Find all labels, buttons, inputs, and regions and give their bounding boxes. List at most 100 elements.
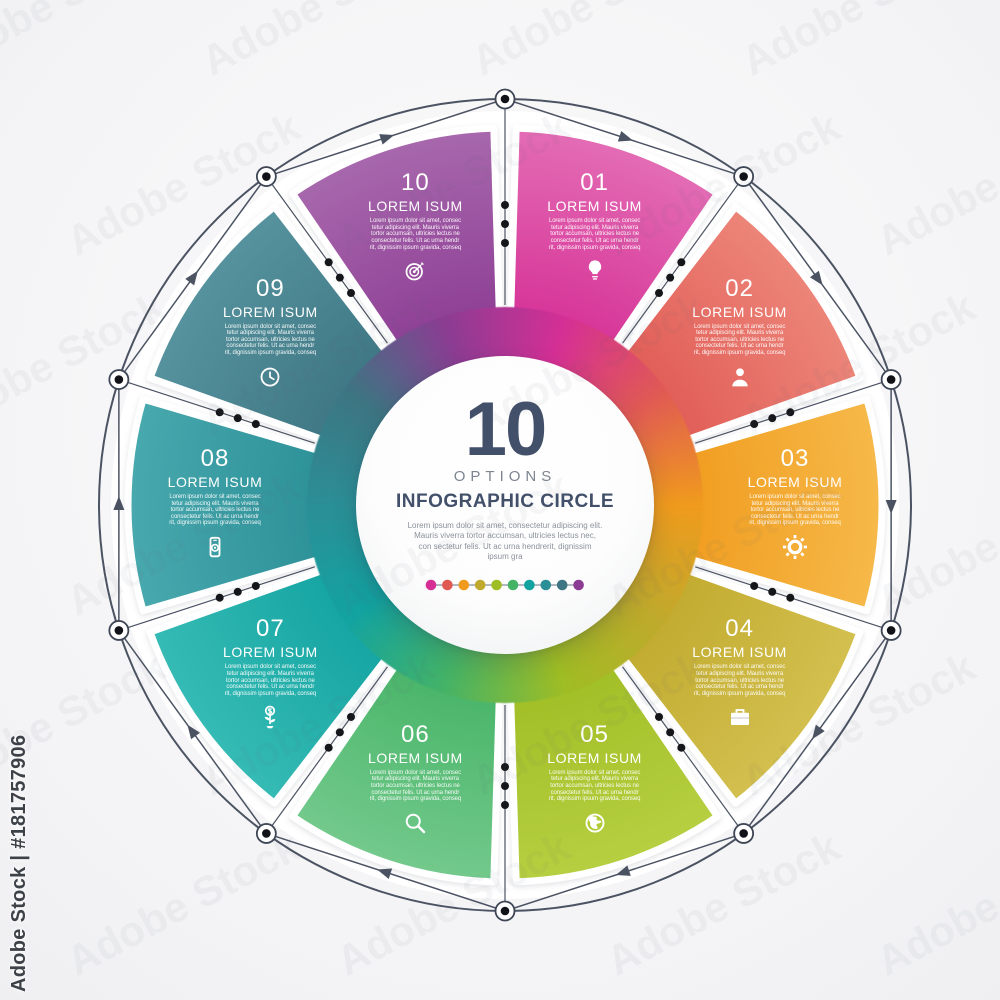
segment-04-label-block: 04 LOREM ISUM Lorem ipsum dolor sit amet, … bbox=[665, 616, 815, 734]
segment-04-text: Lorem ipsum dolor sit amet, consec tetur… bbox=[693, 664, 786, 697]
segment-04-title: LOREM ISUM bbox=[692, 644, 787, 661]
segment-06-number: 06 bbox=[401, 720, 430, 748]
briefcase-icon bbox=[730, 709, 749, 726]
flow-arrow-icon bbox=[617, 130, 633, 142]
flow-arrow-icon bbox=[113, 496, 125, 510]
segment-05-title: LOREM ISUM bbox=[547, 749, 642, 766]
segment-03-title: LOREM ISUM bbox=[747, 474, 843, 491]
boundary-node-dot bbox=[114, 375, 124, 384]
spoke-dot bbox=[750, 581, 759, 590]
segment-01-text: Lorem ipsum dolor sit amet, consec tetur… bbox=[548, 218, 641, 251]
spoke-dot bbox=[324, 743, 333, 752]
segment-10-number: 10 bbox=[401, 169, 430, 197]
segment-03-number: 03 bbox=[780, 445, 810, 473]
segment-08-text: Lorem ipsum dolor sit amet, consec tetur… bbox=[169, 494, 261, 527]
spoke-dot bbox=[654, 289, 663, 298]
spoke-dot bbox=[768, 587, 777, 596]
spoke-dot bbox=[215, 593, 224, 602]
segment-02-label-block: 02 LOREM ISUM Lorem ipsum dolor sit amet, … bbox=[665, 274, 815, 394]
spoke-dot bbox=[677, 743, 686, 752]
boundary-node-dot bbox=[114, 626, 124, 635]
center-number: 10 bbox=[464, 387, 548, 472]
magnifier-icon bbox=[406, 813, 426, 834]
spoke-dot bbox=[654, 712, 663, 721]
segment-01-label-block: 01 LOREM ISUM Lorem ipsum dolor sit amet, … bbox=[520, 170, 670, 288]
spoke-dot bbox=[335, 273, 344, 282]
segment-01-title: LOREM ISUM bbox=[547, 198, 642, 215]
target-icon bbox=[405, 262, 425, 281]
spoke-dot bbox=[501, 801, 509, 809]
clock-icon bbox=[260, 367, 280, 386]
boundary-node-dot bbox=[739, 172, 748, 181]
spoke-dot bbox=[251, 420, 260, 429]
legend-dot-01 bbox=[425, 579, 437, 590]
watermark-credit: Adobe Stock | #181757906 bbox=[8, 734, 30, 992]
boundary-node-dot bbox=[886, 626, 896, 635]
spoke-dot bbox=[501, 763, 509, 771]
segment-08-number: 08 bbox=[200, 445, 230, 473]
segment-05-text: Lorem ipsum dolor sit amet, consec tetur… bbox=[548, 769, 641, 803]
flow-arrow-icon bbox=[812, 724, 825, 740]
spoke-dot bbox=[786, 408, 795, 417]
flow-arrow-icon bbox=[187, 724, 201, 740]
legend-dot-07 bbox=[524, 579, 535, 590]
flow-arrow-icon bbox=[885, 500, 897, 514]
segment-09-label-block: 09 LOREM ISUM Lorem ipsum dolor sit amet, … bbox=[195, 274, 345, 394]
flow-arrow-icon bbox=[377, 868, 393, 880]
legend-dot-03 bbox=[458, 579, 470, 590]
center-description: Lorem ipsum dolor sit amet, consectetur … bbox=[407, 521, 603, 562]
spoke-dot bbox=[324, 258, 333, 267]
boundary-node-dot bbox=[262, 172, 271, 181]
spoke-dot bbox=[501, 201, 509, 209]
segment-10-text: Lorem ipsum dolor sit amet, consec tetur… bbox=[369, 218, 462, 251]
segment-06-text: Lorem ipsum dolor sit amet, consec tetur… bbox=[369, 769, 462, 803]
segment-09-title: LOREM ISUM bbox=[223, 303, 318, 320]
flow-arrow-icon bbox=[185, 270, 198, 286]
spoke-dot bbox=[335, 728, 344, 737]
segment-03-label-block: 03 LOREM ISUM Lorem ipsum dolor sit amet, … bbox=[720, 446, 870, 564]
legend-dot-08 bbox=[540, 579, 552, 590]
spoke-dot bbox=[768, 414, 777, 423]
boundary-node-dot bbox=[262, 829, 271, 838]
spoke-dot bbox=[501, 239, 509, 247]
center-subtitle: OPTIONS bbox=[453, 468, 557, 485]
segment-05-number: 05 bbox=[580, 720, 609, 748]
legend-dot-04 bbox=[474, 579, 486, 590]
spoke-dot bbox=[750, 420, 759, 429]
boundary-node-dot bbox=[886, 375, 896, 384]
legend-dot-06 bbox=[507, 579, 519, 590]
spoke-dot bbox=[666, 273, 675, 282]
spoke-dot bbox=[666, 728, 675, 737]
segment-08-title: LOREM ISUM bbox=[167, 474, 263, 491]
boundary-node-dot bbox=[739, 829, 748, 838]
spoke-dot bbox=[215, 408, 224, 417]
segment-09-number: 09 bbox=[256, 274, 285, 302]
spoke-dot bbox=[501, 220, 509, 228]
smartphone-icon bbox=[209, 536, 221, 558]
legend-dot-09 bbox=[556, 579, 568, 590]
spoke-dot bbox=[501, 782, 509, 790]
lightbulb-icon bbox=[588, 260, 601, 280]
segment-10-title: LOREM ISUM bbox=[368, 198, 463, 215]
money-plant-icon bbox=[265, 706, 276, 729]
segment-10-label-block: 10 LOREM ISUM Lorem ipsum dolor sit amet, … bbox=[340, 170, 490, 288]
segment-07-title: LOREM ISUM bbox=[223, 644, 318, 661]
center-title: INFOGRAPHIC CIRCLE bbox=[396, 491, 614, 512]
segment-07-number: 07 bbox=[256, 615, 285, 643]
flow-arrow-icon bbox=[809, 270, 823, 286]
segment-02-text: Lorem ipsum dolor sit amet, consec tetur… bbox=[693, 323, 786, 356]
segment-03-text: Lorem ipsum dolor sit amet, consec tetur… bbox=[749, 494, 841, 527]
boundary-node-dot bbox=[500, 906, 510, 916]
spoke-dot bbox=[233, 414, 242, 423]
globe-icon bbox=[585, 813, 605, 833]
segment-07-label-block: 07 LOREM ISUM Lorem ipsum dolor sit amet, … bbox=[195, 616, 345, 734]
person-icon bbox=[731, 367, 748, 386]
color-dots-legend bbox=[425, 579, 584, 590]
boundary-node-dot bbox=[500, 94, 510, 104]
segment-02-number: 02 bbox=[725, 274, 754, 302]
segment-02-title: LOREM ISUM bbox=[692, 303, 787, 320]
center-circle: 10 OPTIONS INFOGRAPHIC CIRCLE Lorem ipsu… bbox=[356, 356, 654, 654]
spoke-dot bbox=[251, 581, 260, 590]
